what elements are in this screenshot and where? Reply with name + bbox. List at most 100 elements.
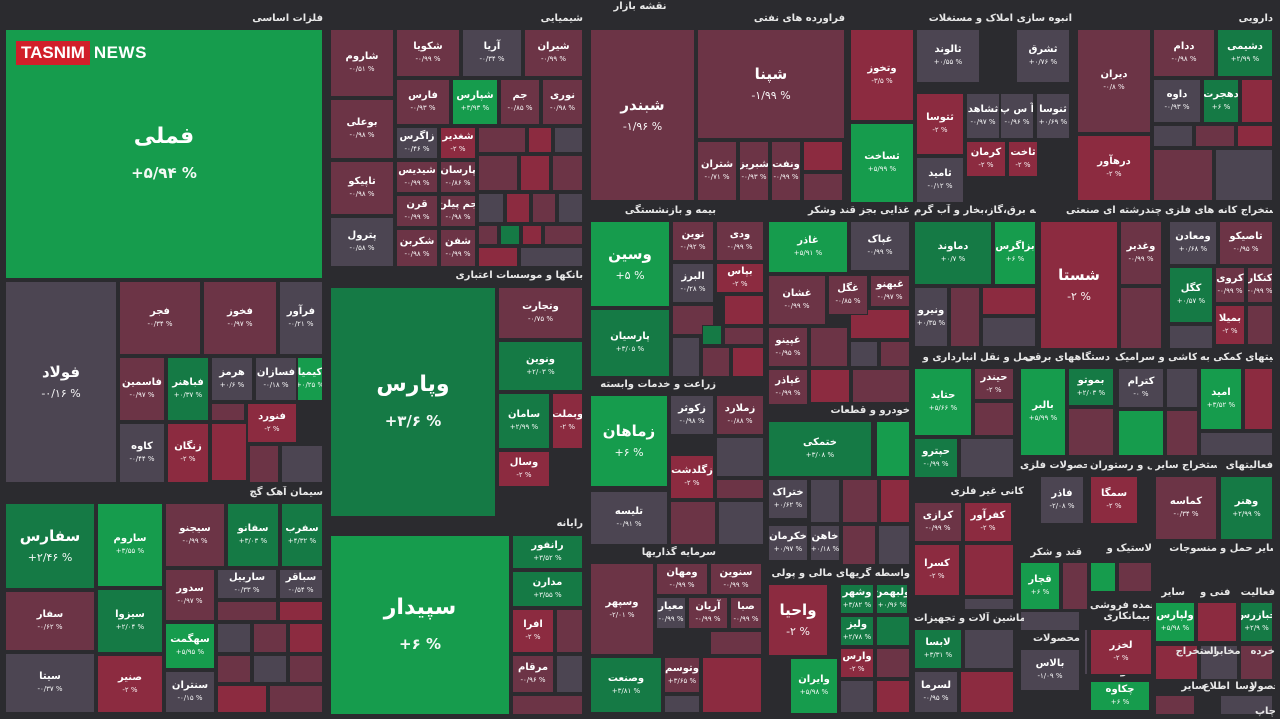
stock-tile[interactable]: وارس -۲ % [840, 648, 874, 678]
stock-tile[interactable]: دهجرت +۶ % [1203, 79, 1239, 123]
stock-tile[interactable]: رانفور +۳/۵۲ % [512, 535, 583, 569]
stock-tile[interactable]: وسین +۵ % [590, 221, 670, 307]
stock-tile[interactable]: سیزوا +۲/۰۴ % [97, 589, 163, 653]
stock-tile[interactable]: وصنعت +۳/۸۱ % [590, 657, 662, 713]
stock-tile[interactable]: خاهن +۰/۱۸ % [810, 525, 840, 561]
stock-tile[interactable]: فرآور -۰/۲۱ % [279, 281, 323, 355]
stock-tile[interactable]: وتخوز -۳/۵ % [850, 29, 914, 121]
stock-tile[interactable]: شیدیس -۰/۹۹ % [396, 161, 438, 193]
stock-tile[interactable]: شفن -۰/۹۹ % [440, 229, 476, 267]
stock-tile[interactable]: سفانو +۳/۰۳ % [227, 503, 279, 567]
stock-tile[interactable]: نوین -۰/۹۲ % [672, 221, 714, 261]
stock-tile[interactable]: شبریز -۰/۹۳ % [739, 141, 769, 201]
stock-tile[interactable]: شستا -۲ % [1040, 221, 1118, 349]
stock-tile[interactable]: شپارس +۳/۹۳ % [452, 79, 498, 125]
stock-tile[interactable]: ساروم +۳/۵۵ % [97, 503, 163, 587]
stock-tile[interactable]: ولیز +۲/۷۸ % [840, 616, 874, 646]
stock-tile[interactable]: بمیلا -۲ % [1215, 305, 1245, 345]
stock-tile[interactable]: سفارس +۲/۴۶ % [5, 503, 95, 589]
stock-tile[interactable]: سنوین -۰/۹۹ % [710, 563, 762, 595]
stock-tile[interactable]: سهگمت +۵/۹۵ % [165, 623, 215, 669]
stock-tile[interactable]: وشهر +۳/۸۲ % [840, 584, 874, 614]
stock-tile[interactable]: جم پیلن -۰/۹۸ % [440, 195, 476, 227]
stock-tile[interactable]: نوری -۰/۹۸ % [542, 79, 583, 125]
stock-tile[interactable]: ثالوند +۰/۵۵ % [916, 29, 980, 83]
stock-tile[interactable]: دشیمی +۲/۹۹ % [1217, 29, 1273, 77]
stock-tile[interactable]: کاوه -۰/۴۴ % [119, 423, 165, 483]
stock-tile[interactable]: غپاک -۰/۹۹ % [850, 221, 910, 271]
stock-tile[interactable]: معیار -۰/۹۹ % [656, 597, 686, 629]
stock-tile[interactable]: ونوین +۲/۰۳ % [498, 341, 583, 391]
stock-tile[interactable]: سیجنو -۰/۹۹ % [165, 503, 225, 567]
stock-tile[interactable]: ثشرق +۰/۷۶ % [1016, 29, 1070, 83]
stock-tile[interactable]: قچار +۶ % [1020, 562, 1060, 610]
stock-tile[interactable]: سباقر -۰/۵۴ % [279, 569, 323, 599]
stock-tile[interactable]: دیران -۰/۸ % [1077, 29, 1151, 133]
stock-tile[interactable]: جم -۰/۸۵ % [500, 79, 540, 125]
stock-tile[interactable]: ثتوسا -۲ % [916, 93, 964, 155]
stock-tile[interactable]: زنگان -۲ % [167, 423, 209, 483]
stock-tile[interactable]: غپینو -۰/۹۵ % [768, 327, 808, 367]
stock-tile[interactable]: فملی +۵/۹۴ % [5, 29, 323, 279]
stock-tile[interactable]: ثساخت +۵/۹۹ % [850, 123, 914, 203]
stock-tile[interactable]: غشان -۰/۹۹ % [768, 275, 826, 325]
stock-tile[interactable]: کترام -۰ % [1118, 368, 1164, 408]
stock-tile[interactable]: هرمز +۰/۶ % [211, 357, 253, 401]
stock-tile[interactable]: سنتران -۰/۱۵ % [165, 671, 215, 713]
stock-tile[interactable]: فاذر -۲/۰۸ % [1040, 476, 1084, 524]
stock-tile[interactable]: حتاید +۵/۶۶ % [914, 368, 972, 436]
stock-tile[interactable]: فولاد -۰/۱۶ % [5, 281, 117, 483]
stock-tile[interactable]: سدور -۰/۹۷ % [165, 569, 215, 621]
stock-tile[interactable]: وبملت -۲ % [552, 393, 583, 449]
stock-tile[interactable]: غبهنو -۰/۹۷ % [870, 275, 910, 307]
stock-tile[interactable]: کرمان -۲ % [966, 141, 1006, 177]
stock-tile[interactable]: حپترو -۰/۹۹ % [914, 438, 958, 478]
stock-tile[interactable]: کگل +۰/۵۷ % [1169, 267, 1213, 323]
stock-tile[interactable]: بموتو +۲/۰۳ % [1068, 368, 1114, 406]
stock-tile[interactable]: وایران +۵/۹۸ % [790, 658, 838, 714]
stock-tile[interactable]: کنکار -۰/۹۹ % [1247, 267, 1273, 303]
stock-tile[interactable]: آریا -۰/۳۴ % [462, 29, 522, 77]
stock-tile[interactable]: وهنر +۲/۹۹ % [1220, 476, 1273, 540]
stock-tile[interactable]: شیران -۰/۹۹ % [524, 29, 583, 77]
stock-tile[interactable]: درهآور -۲ % [1077, 135, 1151, 201]
stock-tile[interactable]: خبازرس +۲/۹ % [1240, 602, 1273, 642]
stock-tile[interactable]: فارس -۰/۹۳ % [396, 79, 450, 125]
stock-tile[interactable]: تاپیکو -۰/۹۸ % [330, 161, 394, 215]
stock-tile[interactable]: غگل -۰/۸۵ % [828, 275, 868, 315]
stock-tile[interactable]: تلیسه -۰/۹۱ % [590, 491, 668, 545]
stock-tile[interactable]: کسرا -۲ % [914, 544, 960, 596]
stock-tile[interactable]: کروی -۰/۹۹ % [1215, 267, 1245, 303]
stock-tile[interactable]: زاگرس -۰/۴۶ % [396, 127, 438, 159]
stock-tile[interactable]: ونیرو +۰/۳۵ % [914, 287, 948, 347]
stock-tile[interactable]: شکربن -۰/۹۸ % [396, 229, 438, 267]
stock-tile[interactable]: خکرمان +۰/۹۷ % [768, 525, 808, 561]
stock-tile[interactable]: لابسا +۳/۳۱ % [914, 629, 962, 669]
stock-tile[interactable]: غپاذر -۰/۹۹ % [768, 369, 808, 405]
stock-tile[interactable]: آ س پ -۰/۹۶ % [1000, 93, 1034, 139]
stock-tile[interactable]: ولبهمن +۰/۹۶ % [876, 584, 908, 614]
stock-tile[interactable]: ثنوسا +۰/۶۹ % [1036, 93, 1070, 139]
stock-tile[interactable]: بزاگرس +۶ % [994, 221, 1036, 285]
stock-tile[interactable]: وتجارت -۰/۷۵ % [498, 287, 583, 339]
stock-tile[interactable]: سمگا -۲ % [1090, 476, 1138, 524]
stock-tile[interactable]: فنورد -۲ % [247, 403, 297, 443]
stock-tile[interactable]: سفار -۰/۶۲ % [5, 591, 95, 651]
stock-tile[interactable]: وتوسم +۳/۶۵ % [664, 657, 700, 693]
stock-tile[interactable]: بپاس -۲ % [716, 263, 764, 293]
stock-tile[interactable]: حیندر -۲ % [974, 368, 1014, 400]
stock-tile[interactable]: ثاخت -۲ % [1008, 141, 1038, 177]
stock-tile[interactable]: ودی -۰/۹۹ % [716, 221, 764, 261]
stock-tile[interactable]: ددام -۰/۹۸ % [1153, 29, 1215, 77]
stock-tile[interactable]: واحیا -۲ % [768, 584, 828, 656]
stock-tile[interactable]: لخزر -۲ % [1090, 629, 1152, 675]
stock-tile[interactable]: ثشاهد -۰/۹۷ % [966, 93, 1000, 139]
stock-tile[interactable]: امید +۳/۵۲ % [1200, 368, 1242, 430]
stock-tile[interactable]: زماهان +۶ % [590, 395, 668, 487]
stock-tile[interactable]: بالبر +۵/۹۹ % [1020, 368, 1066, 456]
stock-tile[interactable]: فباهنر +۰/۳۷ % [167, 357, 209, 421]
stock-tile[interactable]: زملارد -۰/۸۸ % [716, 395, 764, 435]
stock-tile[interactable]: فسازان -۰/۱۸ % [255, 357, 297, 401]
stock-tile[interactable]: صنیر -۲ % [97, 655, 163, 713]
stock-tile[interactable]: زکوثر -۰/۹۸ % [670, 395, 714, 435]
